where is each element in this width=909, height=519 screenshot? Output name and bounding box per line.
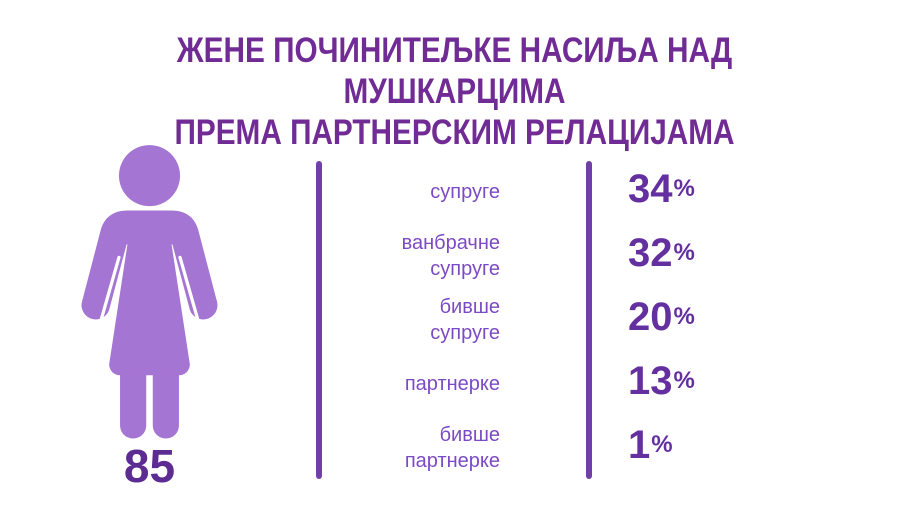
woman-pictogram-icon (62, 144, 237, 444)
percentage-number: 20 (628, 294, 673, 339)
percentage-value-row: 32% (628, 230, 695, 275)
percentage-value-row: 20% (628, 294, 695, 339)
left-divider-line (316, 161, 322, 479)
category-label: бивше партнерке (404, 424, 500, 472)
category-labels-column: супруге ванбрачне супруге бивше супруге … (320, 160, 500, 480)
category-label-row: бивше партнерке (320, 416, 500, 480)
woman-head (118, 145, 181, 207)
percentage-value-row: 1% (628, 422, 673, 467)
right-divider-line (586, 161, 592, 479)
percentage-number: 34 (628, 166, 673, 211)
category-label-row: бивше супруге (320, 288, 500, 352)
percentage-number: 13 (628, 358, 673, 403)
total-count: 85 (123, 440, 176, 492)
percentage-value-row: 13% (628, 358, 695, 403)
percentage-values-column: 34% 32% 20% 13% 1% (618, 157, 768, 477)
percentage-number: 32 (628, 230, 673, 275)
category-label-row: партнерке (320, 352, 500, 416)
percentage-value-row: 34% (628, 166, 695, 211)
category-label: бивше супруге (430, 296, 500, 344)
page-title: ЖЕНЕ ПОЧИНИТЕЉКЕ НАСИЉА НАД МУШКАРЦИМА П… (174, 31, 735, 152)
category-label: супруге (430, 181, 500, 203)
category-label: партнерке (404, 373, 500, 395)
category-label-row: супруге (320, 160, 500, 224)
category-label: ванбрачне супруге (401, 232, 500, 280)
category-label-row: ванбрачне супруге (320, 224, 500, 288)
percentage-number: 1 (628, 422, 651, 467)
